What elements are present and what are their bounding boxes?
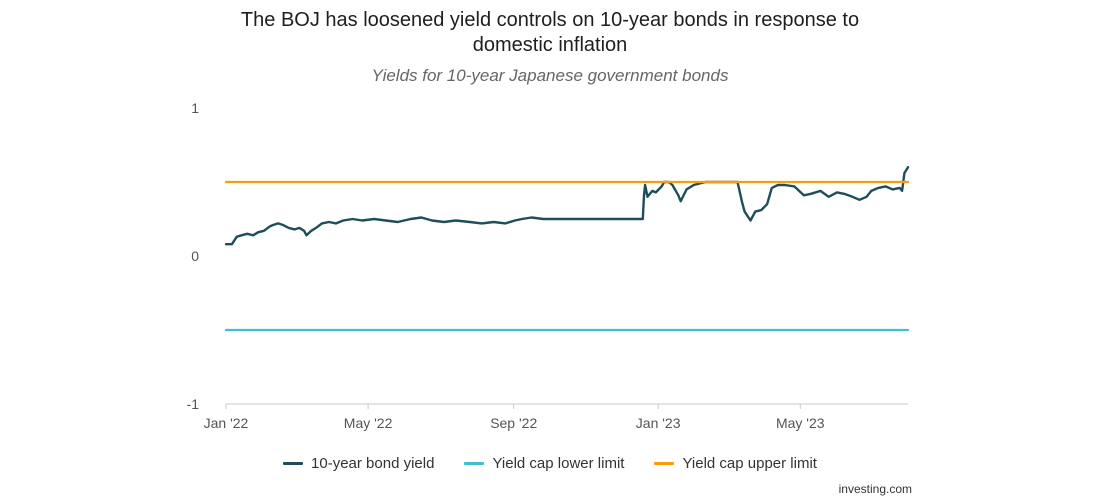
legend-label: Yield cap upper limit — [682, 455, 817, 472]
chart-subtitle: Yields for 10-year Japanese government b… — [371, 66, 729, 85]
x-axis: Jan '22 May '22 Sep '22 Jan '23 May '23 — [204, 403, 908, 431]
y-tick-label: 0 — [191, 248, 199, 264]
legend-swatch — [654, 462, 675, 465]
legend-swatch — [283, 462, 304, 465]
legend-swatch — [464, 462, 485, 465]
series-layer — [224, 165, 910, 332]
chart-title: The BOJ has loosened yield controls on 1… — [0, 8, 1100, 58]
x-tick-label: Sep '22 — [490, 415, 537, 431]
source-credit: investing.com — [838, 482, 912, 496]
legend-label: Yield cap lower limit — [492, 455, 625, 472]
legend-label: 10-year bond yield — [311, 455, 435, 472]
chart-legend: 10-year bond yield Yield cap lower limit Y… — [0, 455, 1100, 472]
x-tick-label: May '23 — [776, 415, 825, 431]
legend-item-cap-upper: Yield cap upper limit — [654, 455, 817, 472]
legend-item-bond-yield: 10-year bond yield — [283, 455, 434, 472]
x-tick-label: Jan '23 — [636, 415, 681, 431]
y-axis: 1 0 -1 — [187, 100, 200, 412]
y-tick-label: 1 — [191, 100, 199, 116]
bond-yield-line — [224, 165, 910, 246]
x-tick-label: May '22 — [344, 415, 393, 431]
y-tick-label: -1 — [187, 396, 200, 412]
x-tick-label: Jan '22 — [204, 415, 249, 431]
chart-title-text: The BOJ has loosened yield controls on 1… — [240, 9, 860, 56]
legend-item-cap-lower: Yield cap lower limit — [464, 455, 624, 472]
